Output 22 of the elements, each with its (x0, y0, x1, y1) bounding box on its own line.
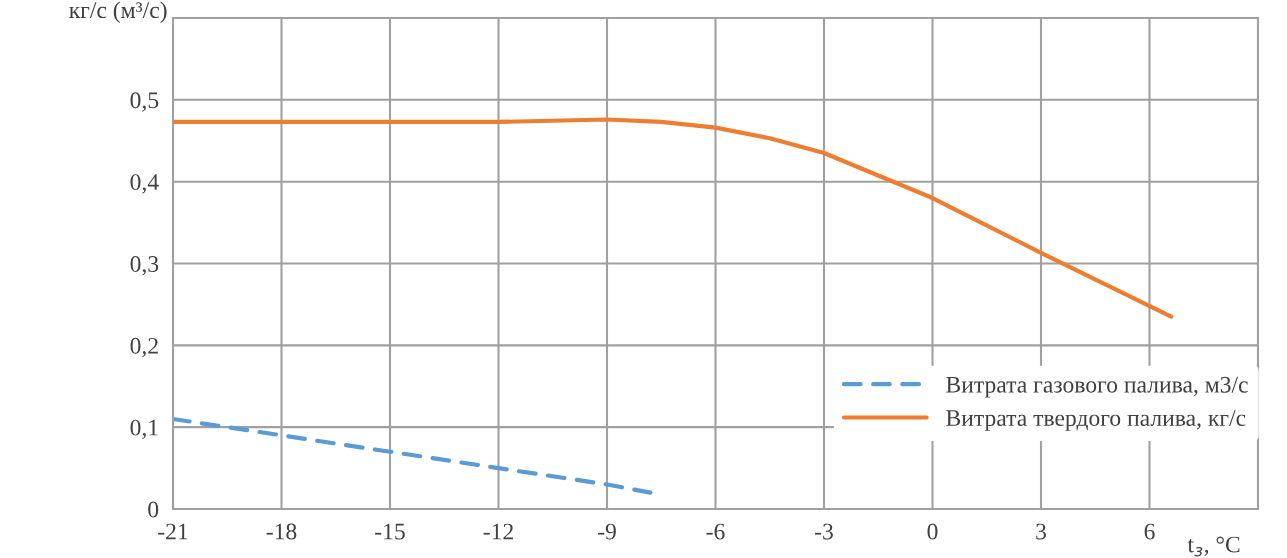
x-tick-label: -15 (375, 523, 405, 540)
x-axis-title: t$_{з}$, °C (1187, 536, 1240, 557)
x-tick-label: 6 (1144, 523, 1155, 540)
x-tick-label: -6 (706, 523, 725, 540)
legend-label: Витрата твердого палива, кг/с (946, 410, 1246, 431)
y-tick-label: 0 (148, 501, 159, 518)
x-tick-label: -12 (483, 523, 513, 540)
y-axis-title: кг/с (м³/с) (69, 1, 167, 23)
y-tick-label: 0,3 (130, 255, 159, 276)
line-series (173, 117, 1174, 319)
y-tick-label: 0,1 (130, 419, 158, 439)
line-series (173, 416, 653, 495)
x-tick-label: 3 (1036, 523, 1046, 540)
x-tick-label: 0 (927, 523, 938, 540)
y-tick-label: 0,4 (130, 174, 159, 194)
x-tick-label: -3 (815, 523, 833, 540)
x-tick-label: -21 (158, 523, 188, 540)
x-tick-label: -18 (266, 523, 297, 540)
legend-label: Витрата газового палива, м3/с (946, 376, 1248, 398)
y-tick-label: 0,2 (130, 337, 158, 358)
x-tick-label: -9 (598, 523, 616, 540)
y-tick-label: 0,5 (130, 92, 159, 112)
